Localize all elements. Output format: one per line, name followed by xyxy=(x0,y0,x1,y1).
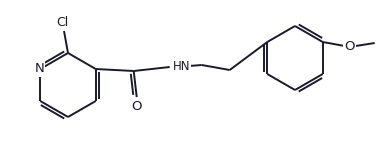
Text: O: O xyxy=(132,99,142,112)
Text: N: N xyxy=(34,63,44,75)
Text: HN: HN xyxy=(173,60,190,72)
Text: Cl: Cl xyxy=(56,15,68,28)
Text: O: O xyxy=(344,39,355,52)
